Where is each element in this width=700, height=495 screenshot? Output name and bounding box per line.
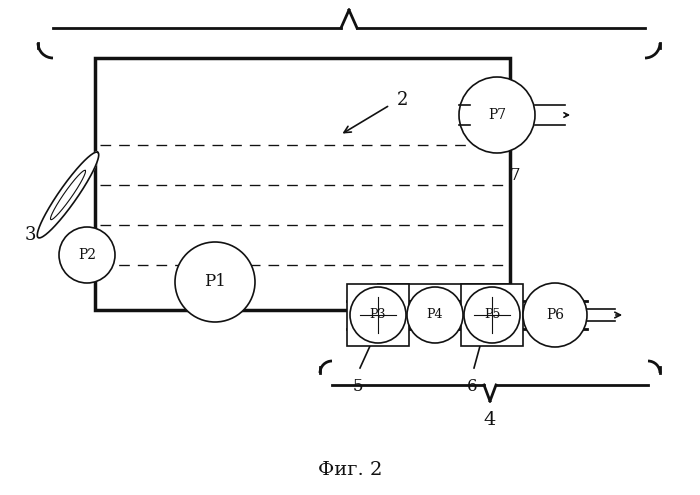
Text: 5: 5 [353,378,363,395]
Bar [95,58,510,310]
Ellipse shape [175,242,255,322]
Text: P2: P2 [78,248,96,262]
Ellipse shape [464,287,520,343]
Text: P4: P4 [427,308,443,321]
Text: P6: P6 [546,308,564,322]
Text: P7: P7 [488,108,506,122]
Ellipse shape [523,283,587,347]
Bar [461,284,523,346]
Ellipse shape [459,77,535,153]
Text: 3: 3 [25,226,36,244]
Text: 2: 2 [396,91,407,109]
Ellipse shape [350,287,406,343]
Text: 6: 6 [467,378,477,395]
Ellipse shape [407,287,463,343]
Polygon shape [37,152,99,238]
Polygon shape [50,170,85,220]
Text: P5: P5 [484,308,500,321]
Ellipse shape [59,227,115,283]
Text: P3: P3 [370,308,386,321]
Text: P1: P1 [204,274,226,291]
Bar [347,284,409,346]
Text: Фиг. 2: Фиг. 2 [318,461,382,479]
Text: 1: 1 [343,0,355,2]
Text: 4: 4 [484,411,496,429]
Text: 7: 7 [510,167,520,184]
